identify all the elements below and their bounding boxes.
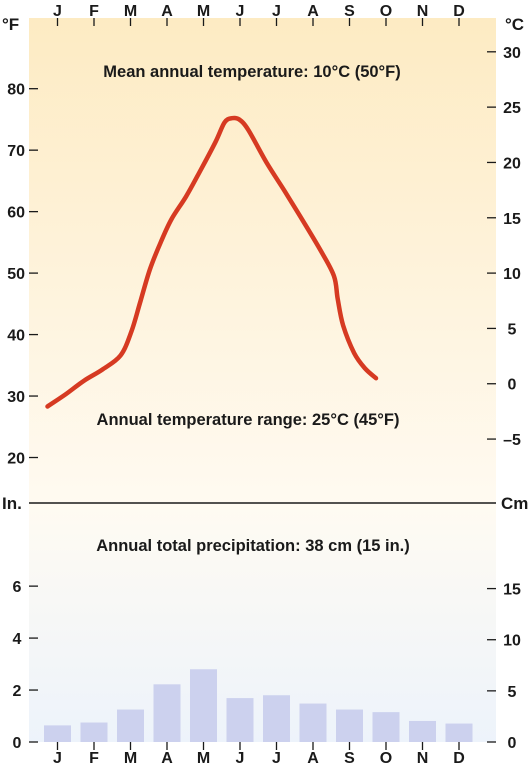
top-month-label: N <box>417 3 429 20</box>
annual-precipitation-label: Annual total precipitation: 38 cm (15 in… <box>96 537 410 555</box>
precipitation-bar <box>44 725 71 742</box>
precipitation-bar <box>372 712 400 742</box>
top-month-label: A <box>307 3 319 20</box>
precipitation-in-tick-label: 4 <box>13 631 22 648</box>
bottom-month-label: M <box>124 750 137 767</box>
top-month-label: A <box>161 3 173 20</box>
temperature-c-tick-label: 0 <box>508 377 517 394</box>
temperature-c-tick-label: 25 <box>503 100 521 117</box>
precipitation-in-tick-label: 2 <box>13 683 22 700</box>
precipitation-cm-tick-label: 10 <box>503 633 521 650</box>
precipitation-in-tick-label: 6 <box>13 579 22 596</box>
temperature-c-tick-label: 5 <box>508 321 517 338</box>
precipitation-right-unit: Cm <box>501 494 528 513</box>
bottom-month-label: M <box>197 750 210 767</box>
precipitation-in-tick-label: 0 <box>13 735 22 752</box>
bottom-month-label: J <box>272 750 281 767</box>
temperature-f-tick-label: 30 <box>7 389 25 406</box>
precipitation-left-unit: In. <box>2 494 22 513</box>
precipitation-bar <box>117 709 144 742</box>
temperature-line <box>45 115 379 409</box>
bottom-month-label: N <box>417 750 429 767</box>
precipitation-bar <box>263 695 290 742</box>
temperature-f-tick-label: 60 <box>7 205 25 222</box>
precipitation-bar <box>409 720 436 742</box>
temperature-panel-background <box>29 18 496 503</box>
top-month-label: F <box>89 3 99 20</box>
temperature-right-unit: °C <box>505 15 524 34</box>
precipitation-bar <box>299 703 327 742</box>
bottom-month-label: A <box>161 750 173 767</box>
top-month-label: J <box>236 3 245 20</box>
temperature-f-tick-label: 80 <box>7 82 25 99</box>
top-month-label: M <box>197 3 210 20</box>
bottom-month-label: J <box>53 750 62 767</box>
temperature-c-tick-label: 30 <box>503 45 521 62</box>
bottom-month-label: S <box>344 750 355 767</box>
bottom-month-label: D <box>453 750 465 767</box>
top-month-label: J <box>272 3 281 20</box>
precipitation-bar <box>226 698 254 742</box>
top-month-label: M <box>124 3 137 20</box>
top-month-label: S <box>344 3 355 20</box>
temperature-c-tick-label: 20 <box>503 155 521 172</box>
precipitation-panel-background <box>29 503 496 742</box>
precipitation-bar <box>336 709 363 742</box>
mean-annual-temperature-label: Mean annual temperature: 10°C (50°F) <box>103 63 400 81</box>
temperature-f-tick-label: 20 <box>7 451 25 468</box>
bottom-month-label: A <box>307 750 319 767</box>
bottom-month-label: F <box>89 750 99 767</box>
bottom-month-label: J <box>236 750 245 767</box>
annual-temperature-range-label: Annual temperature range: 25°C (45°F) <box>97 411 400 429</box>
precipitation-cm-tick-label: 15 <box>503 582 521 599</box>
temperature-c-tick-label: –5 <box>503 432 521 449</box>
precipitation-bar <box>190 669 217 742</box>
precipitation-bar <box>153 684 181 742</box>
precipitation-cm-tick-label: 0 <box>508 735 517 752</box>
top-month-label: D <box>453 3 465 20</box>
temperature-left-unit: °F <box>2 15 19 34</box>
temperature-f-tick-label: 50 <box>7 266 25 283</box>
temperature-c-tick-label: 15 <box>503 211 521 228</box>
precipitation-bar <box>445 723 473 742</box>
temperature-c-tick-label: 10 <box>503 266 521 283</box>
bottom-month-label: O <box>380 750 392 767</box>
temperature-f-tick-label: 40 <box>7 328 25 345</box>
top-month-label: J <box>53 3 62 20</box>
precipitation-bar <box>80 722 108 742</box>
precipitation-cm-tick-label: 5 <box>508 684 517 701</box>
top-month-label: O <box>380 3 392 20</box>
temperature-f-tick-label: 70 <box>7 143 25 160</box>
